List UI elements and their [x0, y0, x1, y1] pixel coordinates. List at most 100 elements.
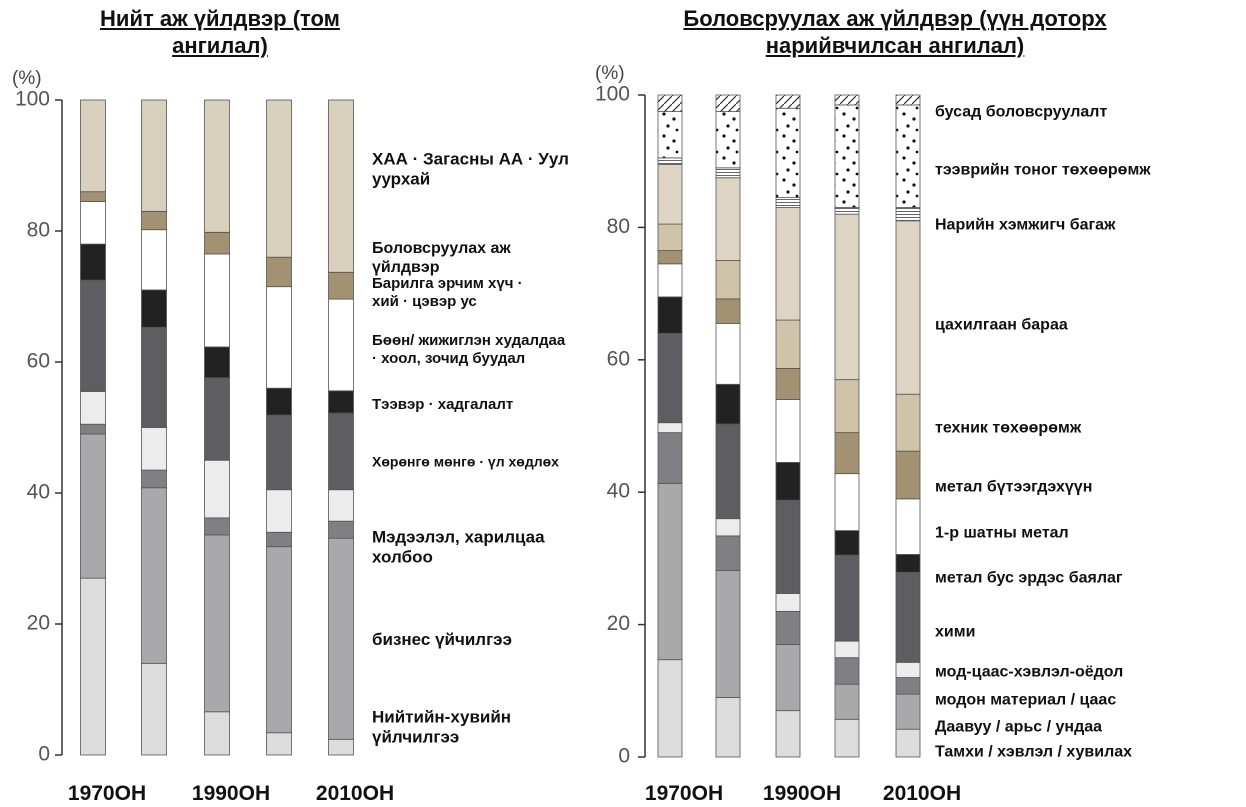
bar-segment: [775, 710, 801, 758]
bar-segment: [80, 577, 106, 756]
bar-segment: [80, 243, 106, 281]
bar-segment: [328, 271, 354, 300]
bar-segment: [204, 253, 230, 348]
series-label: мод-цаас-хэвлэл-оёдол: [935, 663, 1124, 681]
y-tick-label: 80: [27, 219, 50, 242]
bar-segment: [328, 390, 354, 414]
bar-segment: [895, 104, 921, 208]
series-label: Мэдээлэл, харилцаа холбоо: [372, 527, 545, 567]
y-tick-label: 100: [15, 88, 50, 111]
bar-segment: [657, 94, 683, 112]
bar-segment: [775, 107, 801, 199]
bar-segment: [204, 231, 230, 255]
bar-segment: [715, 383, 741, 425]
bar-segment: [266, 414, 292, 491]
bar-segment: [657, 111, 683, 159]
bar-segment: [715, 322, 741, 385]
bar-segment: [834, 379, 860, 434]
series-label: хими: [935, 623, 976, 641]
series-label: метал бус эрдэс баялаг: [935, 569, 1123, 587]
bar-segment: [834, 432, 860, 475]
bar-segment: [204, 534, 230, 713]
bar-segment: [141, 469, 167, 489]
series-label: бусад боловсруулалт: [935, 103, 1108, 121]
bar-segment: [657, 157, 683, 165]
y-tick-label: 40: [27, 481, 50, 504]
y-tick-label: 20: [27, 612, 50, 635]
bar-segment: [266, 732, 292, 756]
bar-segment: [657, 164, 683, 225]
bar-segment: [141, 289, 167, 328]
series-label: Даавуу / арьс / ундаа: [935, 718, 1103, 736]
y-tick-label: 40: [607, 480, 630, 503]
bar-segment: [204, 377, 230, 461]
x-tick-label: 2010ОН: [316, 782, 394, 805]
bar-segment: [834, 207, 860, 215]
series-label: техник төхөөрөмж: [935, 419, 1082, 437]
bar-segment: [657, 296, 683, 334]
bar-segment: [715, 518, 741, 537]
bar-segment: [80, 391, 106, 425]
bar-segment: [80, 201, 106, 245]
bar-segment: [141, 487, 167, 664]
bar-segment: [657, 422, 683, 434]
series-label: ХАА · Загасны АА · Уул уурхай: [372, 149, 569, 189]
series-label: цахилгаан бараа: [935, 316, 1068, 334]
series-label: бизнес үйчилгээ: [372, 629, 512, 649]
bar-segment: [80, 423, 106, 435]
series-label: тээврийн тоног төхөөрөмж: [935, 161, 1151, 179]
bar-segment: [775, 610, 801, 645]
series-label: Тамхи / хэвлэл / хувилах: [935, 743, 1133, 761]
bar-segment: [895, 220, 921, 395]
bar-segment: [715, 94, 741, 112]
bar-segment: [834, 213, 860, 381]
bar-segment: [328, 99, 354, 273]
bar-segment: [775, 197, 801, 208]
series-label: Барилга эрчим хүч · хий · цэвэр ус: [372, 275, 523, 310]
bar-segment: [328, 520, 354, 539]
bar-segment: [895, 571, 921, 663]
y-tick-label: 0: [38, 743, 50, 766]
bar-segment: [328, 738, 354, 756]
bar-segment: [80, 433, 106, 579]
bar-segment: [895, 554, 921, 573]
bar-segment: [775, 399, 801, 463]
bar-segment: [266, 546, 292, 734]
bar-segment: [141, 326, 167, 428]
x-tick-label: 1970ОН: [645, 782, 723, 805]
bar-segment: [80, 99, 106, 193]
bar-segment: [204, 711, 230, 756]
series-label: Хөрөнгө мөнгө · үл хөдлөх: [372, 453, 559, 470]
bar-segment: [895, 450, 921, 500]
y-tick-label: 20: [607, 612, 630, 635]
series-label: модон материал / цаас: [935, 691, 1117, 709]
bar-segment: [775, 462, 801, 501]
bar-segment: [775, 207, 801, 321]
bar-segment: [715, 167, 741, 179]
y-axis-label: (%): [595, 63, 625, 84]
bar-segment: [775, 644, 801, 712]
chart-title: Нийт аж үйлдвэр (том ангилал): [100, 6, 340, 58]
bar-segment: [715, 260, 741, 300]
bar-segment: [834, 657, 860, 685]
bar-segment: [266, 256, 292, 288]
bar-segment: [775, 593, 801, 612]
series-label: 1-р шатны метал: [935, 524, 1069, 542]
bar-segment: [715, 697, 741, 758]
bar-segment: [895, 677, 921, 695]
bar-segment: [266, 489, 292, 533]
bar-segment: [80, 191, 106, 202]
bar-segment: [657, 659, 683, 758]
bar-segment: [775, 94, 801, 109]
bar-segment: [141, 210, 167, 231]
series-label: метал бүтээгдэхүүн: [935, 478, 1093, 496]
bar-segment: [657, 483, 683, 661]
y-axis-label: (%): [12, 68, 42, 89]
bar-segment: [715, 569, 741, 698]
bar-segment: [834, 94, 860, 106]
bar-segment: [715, 177, 741, 261]
series-label: Нарийн хэмжигч багаж: [935, 216, 1116, 234]
bar-segment: [715, 535, 741, 571]
